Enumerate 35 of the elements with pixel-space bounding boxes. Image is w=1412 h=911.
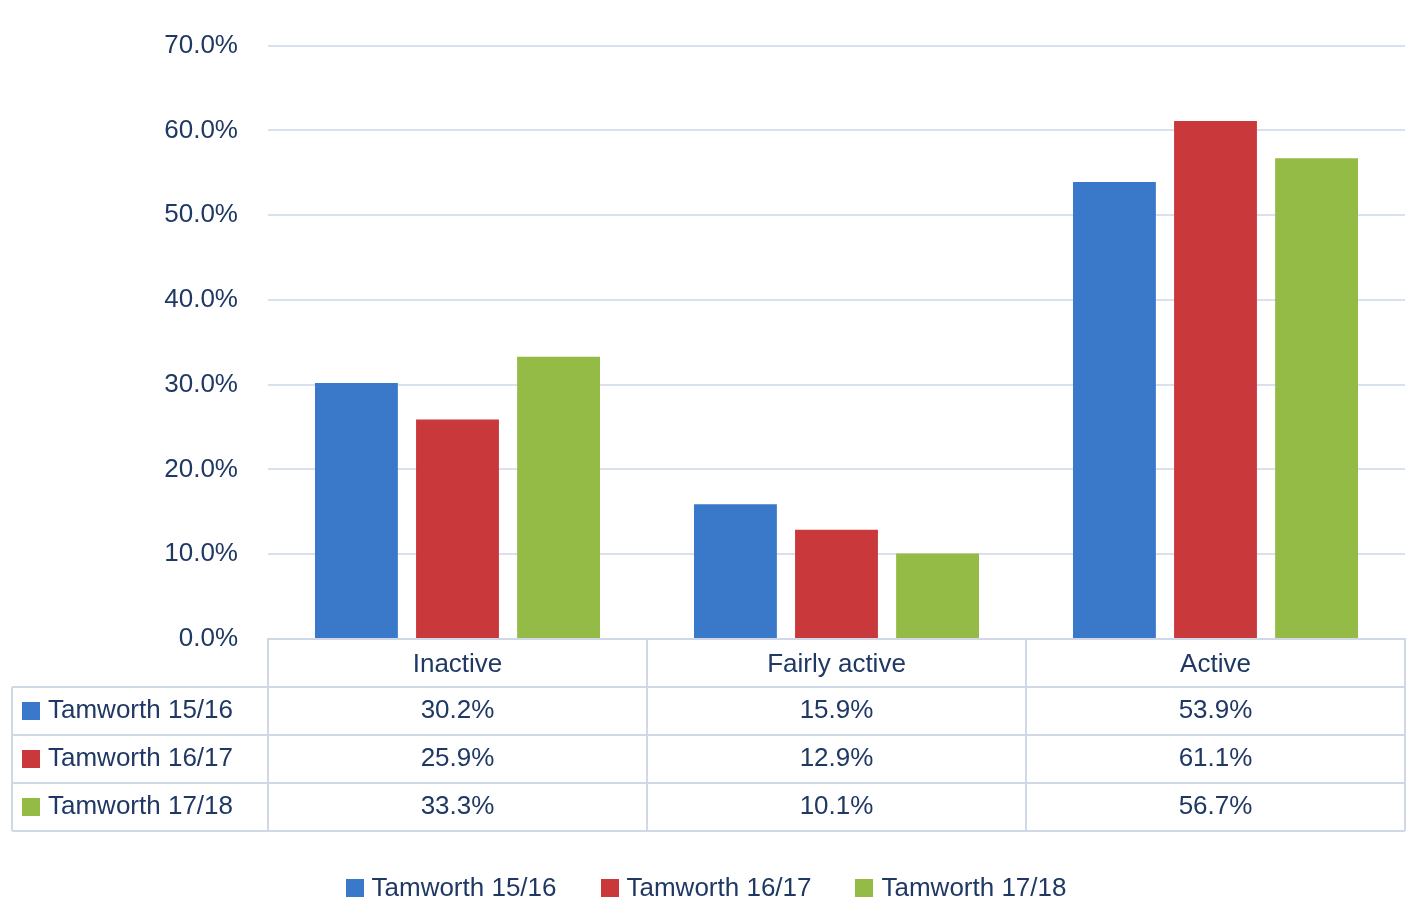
x-tick-label: Active: [1180, 647, 1251, 678]
text: Tamworth 16/17: [626, 872, 812, 902]
bar: [1174, 121, 1257, 638]
data-label: 10.1%: [799, 790, 874, 821]
y-tick-label: 20.0%: [164, 452, 238, 483]
x-tick-label: Fairly active: [767, 647, 906, 678]
y-tick-label: 60.0%: [164, 113, 238, 144]
y-tick-label: 40.0%: [164, 283, 238, 314]
y-tick-label: 30.0%: [164, 367, 238, 398]
bar: [1275, 158, 1358, 638]
text: Tamworth 17/18: [48, 790, 233, 821]
y-tick-label: 10.0%: [164, 537, 238, 568]
legend-label: Tamworth 15/16: [48, 694, 233, 725]
y-tick-label: 70.0%: [164, 28, 238, 59]
bar: [896, 553, 979, 638]
y-tick-label: 0.0%: [178, 622, 238, 653]
x-tick-label: Inactive: [412, 647, 503, 678]
bar: [795, 529, 878, 638]
data-label: 53.9%: [1178, 694, 1253, 725]
data-label: 30.2%: [420, 694, 495, 725]
data-label: 61.1%: [1178, 742, 1253, 773]
bar: [416, 419, 499, 638]
data-label: 25.9%: [420, 742, 495, 773]
data-label: 15.9%: [799, 694, 874, 725]
data-label: 56.7%: [1178, 790, 1253, 821]
bar: [1073, 182, 1156, 638]
data-label: 12.9%: [799, 742, 874, 773]
y-tick-label: 50.0%: [164, 198, 238, 229]
data-label: 33.3%: [420, 790, 495, 821]
legend-label: Tamworth 17/18: [881, 872, 1067, 903]
text: Tamworth 15/16: [371, 872, 557, 902]
bar: [694, 504, 777, 638]
bar: [315, 382, 398, 638]
legend-label: Tamworth 16/17: [48, 742, 233, 773]
bar: [517, 356, 600, 638]
